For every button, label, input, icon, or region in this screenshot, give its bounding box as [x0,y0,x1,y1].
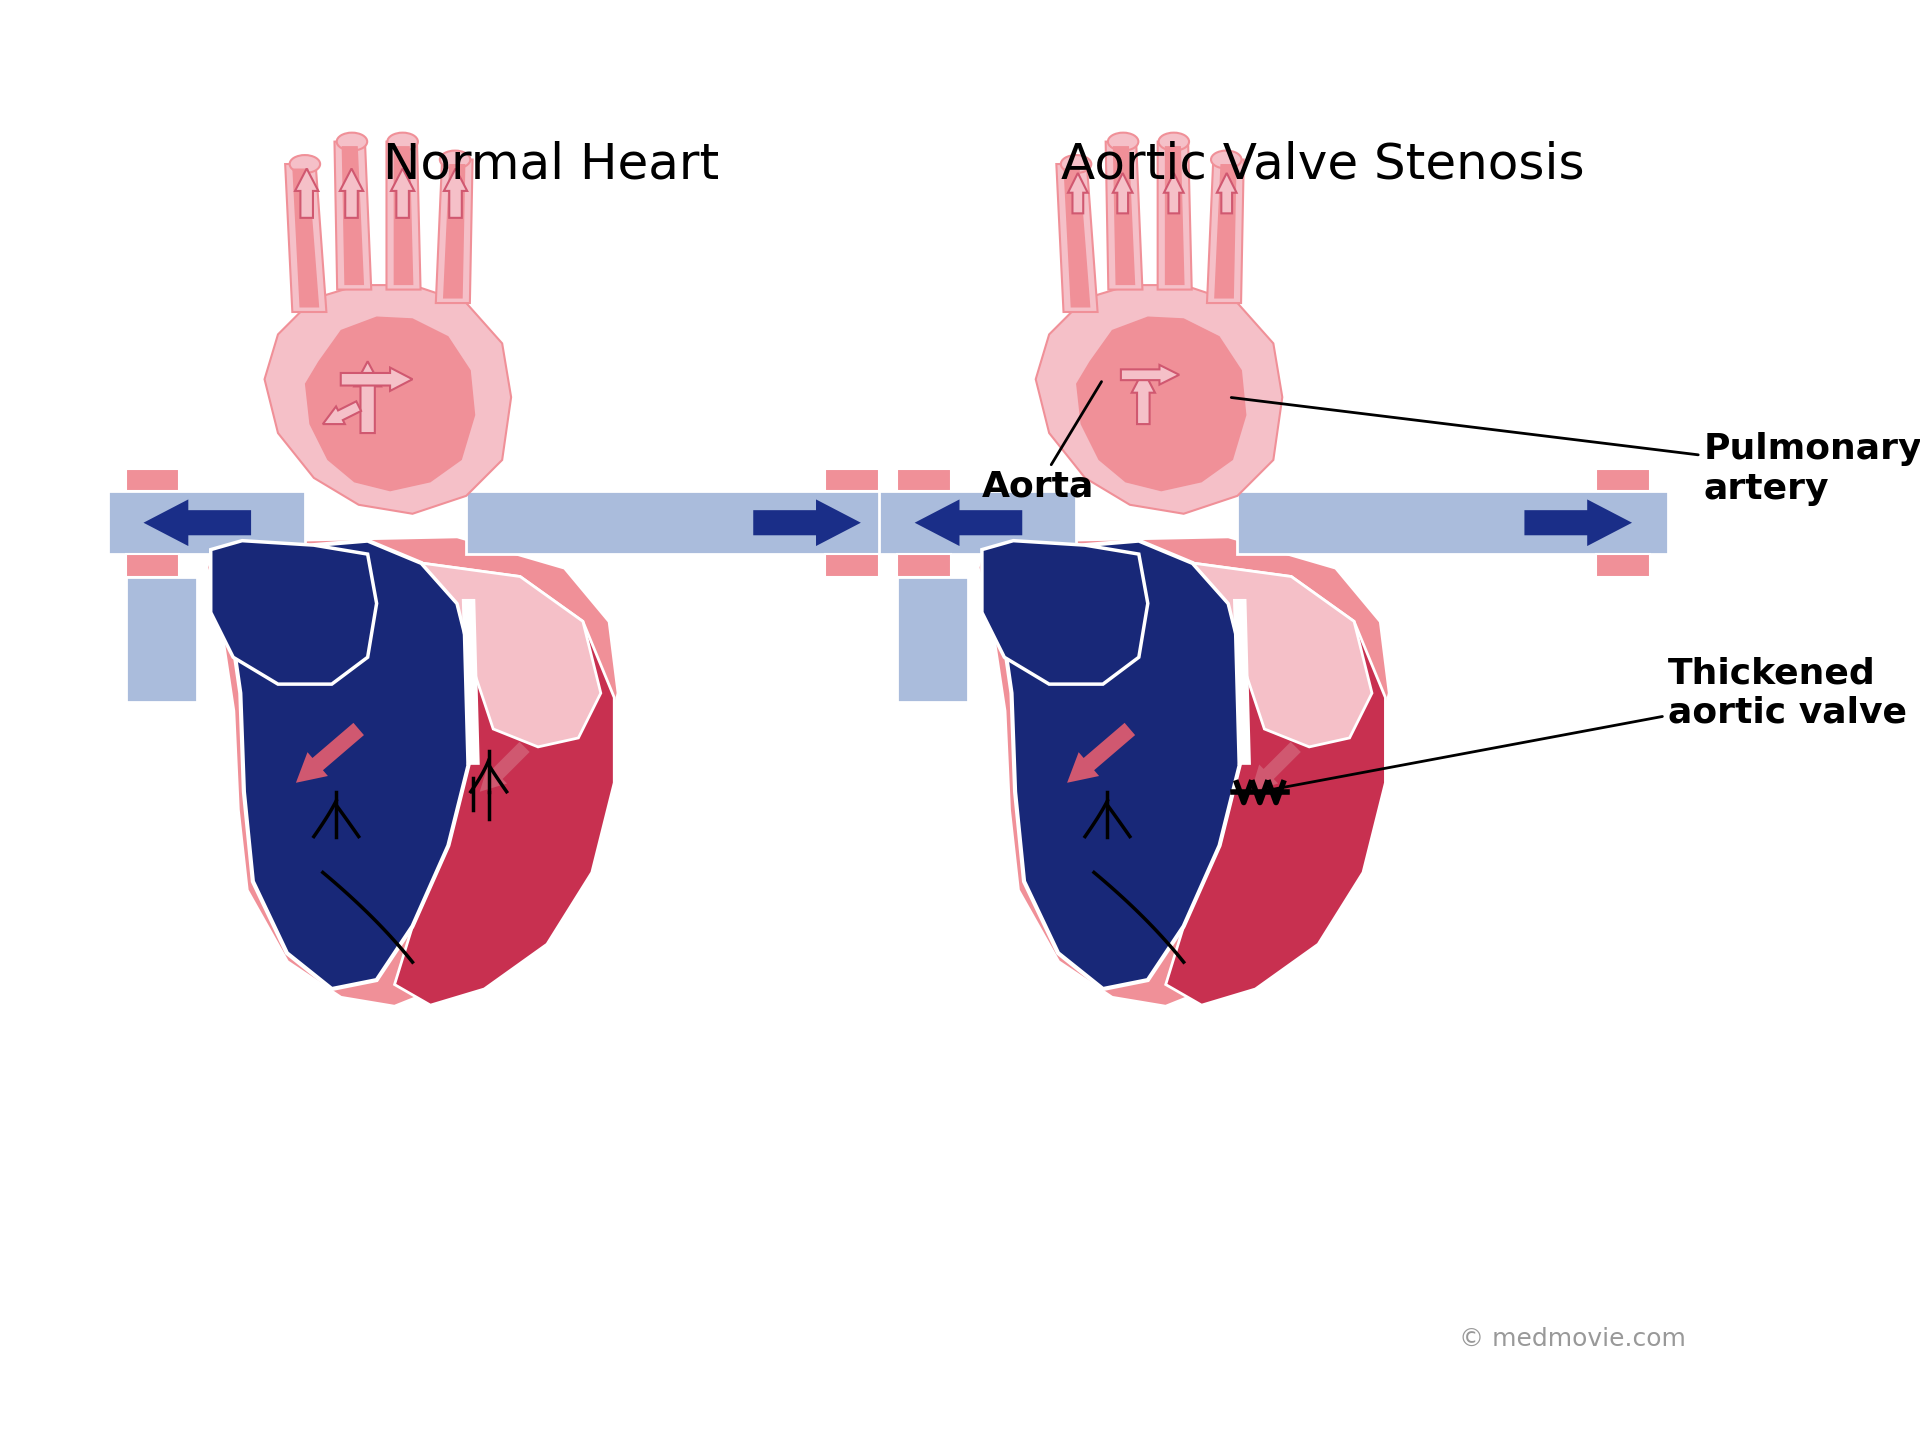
Polygon shape [340,168,363,217]
Ellipse shape [290,156,321,173]
Polygon shape [125,576,198,703]
Polygon shape [1252,742,1302,792]
Polygon shape [1165,145,1185,285]
Polygon shape [1106,141,1142,289]
Polygon shape [1114,173,1133,213]
Ellipse shape [440,151,470,168]
Polygon shape [467,491,897,554]
Polygon shape [292,168,319,308]
Polygon shape [394,145,413,285]
Polygon shape [1238,491,1668,554]
Polygon shape [353,361,380,433]
Text: Thickened
aortic valve: Thickened aortic valve [1263,657,1907,791]
Polygon shape [392,168,415,217]
Polygon shape [296,168,319,217]
Polygon shape [342,145,365,285]
Polygon shape [897,469,950,491]
Polygon shape [1075,317,1246,491]
Polygon shape [228,540,476,989]
Polygon shape [265,285,511,514]
Polygon shape [897,576,968,703]
Text: Aortic Valve Stenosis: Aortic Valve Stenosis [1062,140,1584,189]
Polygon shape [125,469,179,491]
Polygon shape [480,742,530,792]
Text: Normal Heart: Normal Heart [384,140,720,189]
Polygon shape [1208,160,1244,302]
Polygon shape [753,500,860,546]
Text: Aorta: Aorta [981,382,1102,504]
Polygon shape [826,469,879,491]
Text: © medmovie.com: © medmovie.com [1459,1326,1686,1351]
Polygon shape [286,164,326,312]
Polygon shape [1233,599,1252,765]
Polygon shape [463,599,480,765]
Polygon shape [1121,364,1179,384]
Polygon shape [981,540,1148,684]
Polygon shape [1192,563,1373,747]
Polygon shape [1165,563,1386,1005]
Polygon shape [1217,173,1236,213]
Polygon shape [1068,173,1089,213]
Polygon shape [125,554,179,576]
Polygon shape [422,563,601,747]
Polygon shape [334,141,371,289]
Polygon shape [1068,723,1135,783]
Polygon shape [444,168,467,217]
Polygon shape [1596,469,1649,491]
Ellipse shape [1212,151,1242,168]
Polygon shape [436,160,472,302]
Polygon shape [977,536,1390,1007]
Polygon shape [897,554,950,576]
Ellipse shape [336,132,367,151]
Polygon shape [1000,540,1246,989]
Polygon shape [1056,164,1098,312]
Polygon shape [444,164,465,298]
Polygon shape [386,141,420,289]
Polygon shape [144,500,252,546]
Polygon shape [108,491,305,554]
Polygon shape [1114,145,1135,285]
Polygon shape [205,536,618,1007]
Ellipse shape [1062,156,1091,173]
Ellipse shape [1108,132,1139,151]
Polygon shape [305,317,476,491]
Polygon shape [1164,173,1183,213]
Polygon shape [1213,164,1236,298]
Polygon shape [1064,168,1091,308]
Polygon shape [340,367,413,390]
Polygon shape [1524,500,1632,546]
Polygon shape [323,402,361,425]
Text: Pulmonary
artery: Pulmonary artery [1231,397,1920,505]
Polygon shape [1131,370,1156,425]
Polygon shape [826,554,879,576]
Ellipse shape [1158,132,1188,151]
Ellipse shape [388,132,419,151]
Polygon shape [1158,141,1192,289]
Polygon shape [1035,285,1283,514]
Polygon shape [296,723,365,783]
Polygon shape [914,500,1021,546]
Polygon shape [211,540,376,684]
Polygon shape [879,491,1075,554]
Polygon shape [394,563,614,1005]
Polygon shape [1596,554,1649,576]
